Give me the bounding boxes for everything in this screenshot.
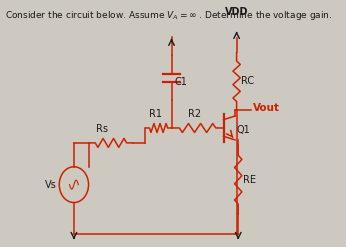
Text: Consider the circuit below. Assume $V_A = \infty$ . Determine the voltage gain.: Consider the circuit below. Assume $V_A … [5, 9, 332, 22]
Text: R1: R1 [149, 109, 162, 119]
Text: VDD: VDD [225, 7, 248, 17]
Text: C1: C1 [175, 77, 188, 87]
Text: Q1: Q1 [237, 125, 251, 135]
Text: R2: R2 [188, 109, 201, 119]
Text: RE: RE [243, 175, 256, 185]
Text: RC: RC [242, 76, 255, 86]
Text: Vout: Vout [253, 103, 280, 113]
Text: Vs: Vs [45, 180, 57, 190]
Text: Rs: Rs [96, 124, 108, 134]
